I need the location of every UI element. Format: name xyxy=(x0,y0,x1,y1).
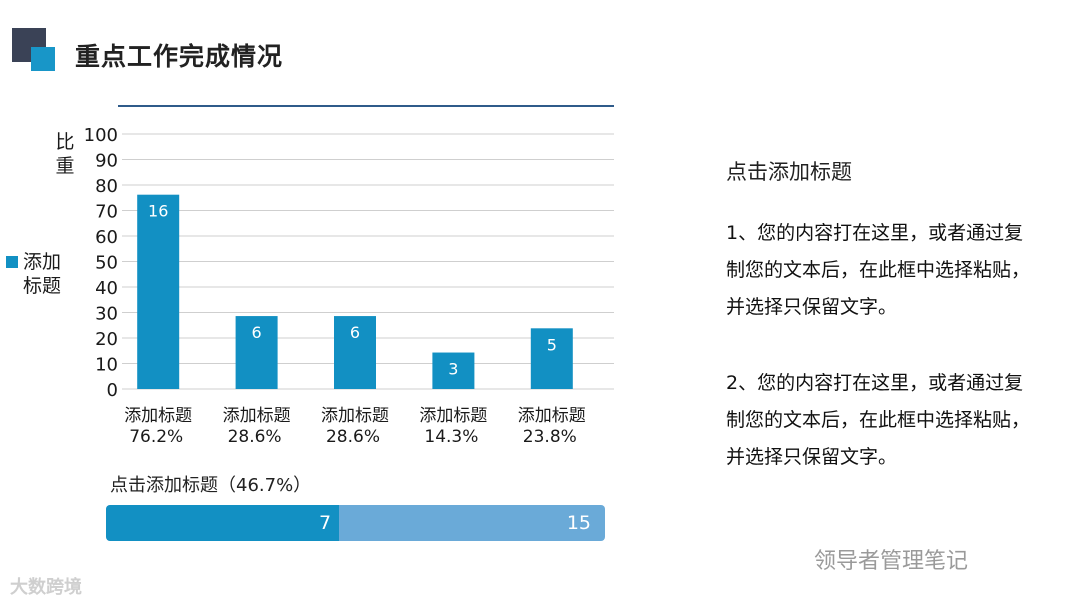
watermark-right: 领导者管理笔记 xyxy=(814,549,969,574)
legend-label: 添加标题 xyxy=(23,251,62,297)
bar xyxy=(530,328,573,389)
x-tick-label: 添加标题 xyxy=(223,406,291,426)
x-tick-label: 添加标题 xyxy=(321,406,389,426)
y-tick-label: 20 xyxy=(95,329,118,350)
watermark-left: 大数跨境 xyxy=(10,577,82,598)
side-heading: 点击添加标题 xyxy=(726,160,852,184)
y-tick-label: 40 xyxy=(95,278,118,299)
page-title: 重点工作完成情况 xyxy=(75,42,284,71)
x-tick-label: 添加标题 xyxy=(419,406,487,426)
x-tick-percent: 14.3% xyxy=(424,427,478,447)
bar xyxy=(235,316,278,389)
y-tick-label: 100 xyxy=(84,125,118,146)
progress-completed-value: 7 xyxy=(318,512,332,534)
y-tick-label: 60 xyxy=(95,227,118,248)
y-axis-label: 比重 xyxy=(55,131,75,177)
x-tick-percent: 76.2% xyxy=(129,427,183,447)
y-tick-label: 50 xyxy=(95,253,118,274)
y-tick-label: 0 xyxy=(107,380,118,401)
y-tick-label: 80 xyxy=(95,176,118,197)
bar xyxy=(432,352,475,389)
side-paragraph-2: 2、您的内容打在这里，或者通过复制您的文本后，在此框中选择粘贴，并选择只保留文字… xyxy=(726,372,1031,468)
bar-data-label: 5 xyxy=(547,335,557,354)
x-tick-label: 添加标题 xyxy=(518,406,586,426)
progress-track: 7 15 xyxy=(106,505,605,541)
x-tick-percent: 23.8% xyxy=(523,427,577,447)
y-tick-label: 10 xyxy=(95,355,118,376)
y-tick-label: 30 xyxy=(95,304,118,325)
title-decoration-blue xyxy=(31,47,55,71)
bar-data-label: 6 xyxy=(252,323,262,342)
bar xyxy=(137,194,180,389)
side-paragraph-1: 1、您的内容打在这里，或者通过复制您的文本后，在此框中选择粘贴，并选择只保留文字… xyxy=(726,222,1031,318)
y-tick-label: 90 xyxy=(95,151,118,172)
y-tick-label: 70 xyxy=(95,202,118,223)
bar-data-label: 3 xyxy=(448,360,458,379)
progress-label: 点击添加标题（46.7%） xyxy=(110,475,312,496)
progress-fill: 7 xyxy=(106,505,340,541)
x-tick-label: 添加标题 xyxy=(124,406,192,426)
bar-data-label: 16 xyxy=(148,202,168,221)
bar xyxy=(334,316,376,389)
title-rule xyxy=(118,105,614,107)
bar-data-label: 6 xyxy=(350,323,360,342)
legend-swatch xyxy=(6,256,18,268)
progress-total-value: 15 xyxy=(566,512,591,534)
x-tick-percent: 28.6% xyxy=(326,427,380,447)
x-tick-percent: 28.6% xyxy=(228,427,282,447)
bar-chart: 010203040506070809010016添加标题76.2%6添加标题28… xyxy=(84,125,614,447)
